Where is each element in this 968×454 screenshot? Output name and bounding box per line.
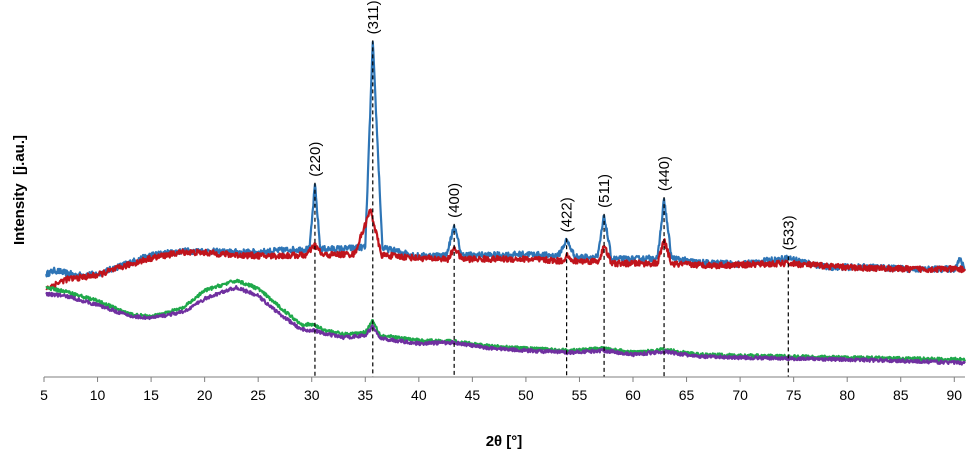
series-line-4 [45,285,966,366]
x-tick-label: 75 [786,387,802,403]
peak-label: (220) [307,142,324,177]
x-tick-label: 70 [732,387,748,403]
series-layer [45,40,967,366]
x-tick-label: 20 [197,387,213,403]
series-line-1 [45,40,966,279]
peak-label: (533) [780,215,797,250]
peak-label: (440) [656,156,673,191]
peak-label: (422) [559,197,576,232]
peak-label: (511) [596,174,613,208]
x-tick-label: 35 [357,387,373,403]
x-tick-label: 65 [679,387,695,403]
x-tick-label: 5 [40,387,48,403]
x-tick-label: 40 [411,387,427,403]
x-tick-label: 10 [90,387,106,403]
y-axis-title: Intensity [j.au.] [11,135,28,245]
series-line-2 [45,208,966,291]
x-tick-label: 50 [518,387,534,403]
x-tick-label: 90 [947,387,963,403]
peak-markers: (220) (311) (400) (422) (511) (440) (533) [307,0,797,377]
x-tick-label: 85 [893,387,909,403]
x-axis-ticks: 5 10 15 20 25 30 35 40 45 50 55 60 65 70 75 80 85 90 [40,377,962,403]
x-tick-label: 30 [304,387,320,403]
x-axis-title: 2θ [°] [486,433,523,450]
x-tick-label: 80 [839,387,855,403]
peak-label: (311) [365,0,382,34]
x-tick-label: 60 [625,387,641,403]
peak-label: (400) [446,183,463,218]
x-tick-label: 15 [143,387,159,403]
x-tick-label: 25 [250,387,266,403]
x-tick-label: 55 [572,387,588,403]
x-tick-label: 45 [465,387,481,403]
